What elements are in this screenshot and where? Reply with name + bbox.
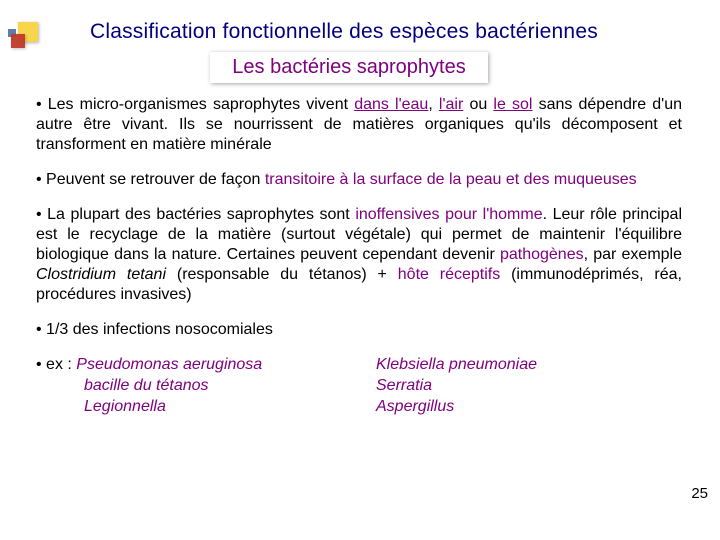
paragraph-4: • 1/3 des infections nosocomiales xyxy=(36,320,682,340)
p1-highlight-2: l'air xyxy=(439,96,463,113)
paragraph-3: • La plupart des bactéries saprophytes s… xyxy=(36,205,682,305)
content-area: • Les micro-organismes saprophytes viven… xyxy=(36,95,682,417)
p3-mid3: (responsable du tétanos) + xyxy=(177,266,398,283)
ex-left-1: Pseudomonas aeruginosa xyxy=(76,356,262,373)
paragraph-1: • Les micro-organismes saprophytes viven… xyxy=(36,95,682,155)
ex-right-2: Serratia xyxy=(376,376,596,397)
p3-italic-1: Clostridium tetani xyxy=(36,266,177,283)
ex-left-2: bacille du tétanos xyxy=(36,376,376,397)
ex-right-3: Aspergillus xyxy=(376,397,596,418)
ex-prefix: • ex : xyxy=(36,356,76,373)
p2-prefix: • Peuvent se retrouver de façon xyxy=(36,171,265,188)
ex-right-1: Klebsiella pneumoniae xyxy=(376,355,596,376)
p3-highlight-1: inoffensives pour l'homme xyxy=(355,206,542,223)
p3-highlight-3: hôte réceptifs xyxy=(398,266,500,283)
slide: Classification fonctionnelle des espèces… xyxy=(0,0,720,540)
p1-prefix: • Les micro-organismes saprophytes viven… xyxy=(36,96,354,113)
subtitle-box: Les bactéries saprophytes xyxy=(210,52,488,83)
p3-prefix: • La plupart des bactéries saprophytes s… xyxy=(36,206,355,223)
examples-row: • ex : Pseudomonas aeruginosa bacille du… xyxy=(36,355,682,417)
page-title: Classification fonctionnelle des espèces… xyxy=(90,20,598,44)
p3-mid2: , par exemple xyxy=(584,246,682,263)
examples-right-col: Klebsiella pneumoniae Serratia Aspergill… xyxy=(376,355,596,417)
p2-highlight-1: transitoire à la surface de la peau et d… xyxy=(265,171,637,188)
p3-highlight-2: pathogènes xyxy=(500,246,584,263)
p1-highlight-3: le sol xyxy=(493,96,532,113)
ex-left-3: Legionnella xyxy=(36,397,376,418)
p1-mid1: , xyxy=(428,96,439,113)
p1-mid2: ou xyxy=(463,96,493,113)
examples-left-col: • ex : Pseudomonas aeruginosa bacille du… xyxy=(36,355,376,417)
deco-red-square xyxy=(11,34,25,48)
corner-decoration xyxy=(8,22,44,48)
page-number: 25 xyxy=(691,485,708,502)
ex-line-1: • ex : Pseudomonas aeruginosa xyxy=(36,355,376,376)
paragraph-2: • Peuvent se retrouver de façon transito… xyxy=(36,170,682,190)
p1-highlight-1: dans l'eau xyxy=(354,96,428,113)
